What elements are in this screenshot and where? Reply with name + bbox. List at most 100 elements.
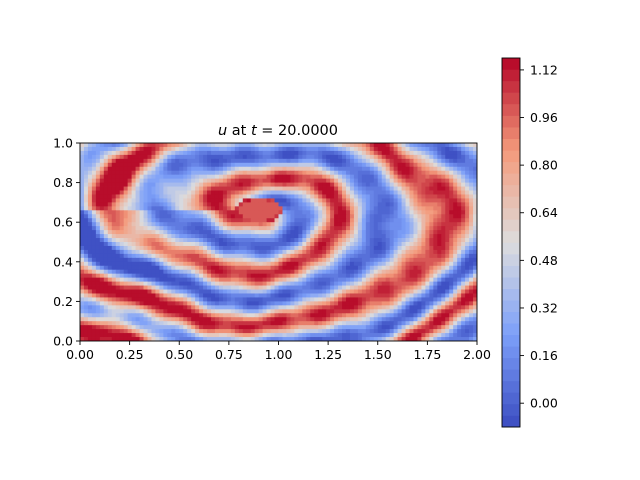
heatmap-cell — [131, 186, 136, 191]
heatmap-cell — [226, 305, 232, 310]
heatmap-cell — [389, 281, 395, 286]
heatmap-cell — [87, 226, 93, 231]
heatmap-cell — [107, 249, 113, 255]
heatmap-cell — [191, 150, 196, 156]
heatmap-cell — [127, 202, 133, 207]
heatmap-cell — [91, 285, 97, 290]
heatmap-cell — [421, 178, 426, 183]
heatmap-cell — [334, 293, 339, 298]
heatmap-cell — [361, 210, 367, 215]
heatmap-cell — [211, 285, 216, 290]
heatmap-cell — [270, 154, 275, 160]
heatmap-cell — [155, 242, 160, 247]
heatmap-cell — [95, 226, 101, 231]
heatmap-cell — [111, 218, 117, 223]
heatmap-cell — [234, 226, 240, 231]
heatmap-cell — [282, 194, 287, 199]
heatmap-cell — [389, 309, 395, 314]
heatmap-cell — [413, 190, 418, 195]
heatmap-cell — [417, 257, 422, 263]
heatmap-cell — [298, 194, 303, 199]
heatmap-cell — [437, 206, 442, 211]
heatmap-cell — [330, 174, 335, 180]
heatmap-cell — [83, 146, 89, 152]
heatmap-cell — [365, 273, 371, 279]
heatmap-cell — [330, 333, 335, 338]
heatmap-cell — [274, 186, 279, 191]
heatmap-cell — [286, 186, 291, 191]
heatmap-cell — [310, 162, 315, 168]
heatmap-cell — [365, 269, 371, 275]
heatmap-cell — [107, 158, 113, 164]
heatmap-cell — [218, 273, 224, 279]
heatmap-cell — [187, 226, 192, 231]
heatmap-cell — [195, 242, 200, 247]
heatmap-cell — [397, 269, 402, 275]
heatmap-cell — [338, 190, 343, 195]
heatmap-cell — [357, 234, 363, 239]
heatmap-cell — [246, 289, 252, 294]
heatmap-cell — [87, 317, 93, 322]
heatmap-cell — [175, 166, 180, 172]
heatmap-cell — [314, 230, 319, 235]
heatmap-cell — [246, 321, 252, 326]
heatmap-cell — [425, 261, 430, 267]
heatmap-cell — [322, 277, 327, 282]
heatmap-cell — [377, 178, 383, 183]
heatmap-cell — [338, 143, 343, 148]
heatmap-cell — [127, 230, 133, 235]
heatmap-cell — [306, 230, 311, 235]
heatmap-cell — [473, 186, 477, 191]
heatmap-cell — [123, 190, 129, 195]
heatmap-cell — [294, 317, 299, 322]
heatmap-cell — [377, 194, 383, 199]
heatmap-cell — [167, 178, 172, 183]
heatmap-cell — [318, 150, 323, 156]
heatmap-cell — [453, 210, 458, 215]
heatmap-cell — [163, 194, 168, 199]
heatmap-cell — [107, 285, 113, 290]
heatmap-cell — [397, 289, 402, 294]
heatmap-cell — [349, 234, 355, 239]
heatmap-cell — [234, 313, 240, 318]
heatmap-cell — [155, 174, 160, 180]
heatmap-cell — [214, 182, 220, 187]
heatmap-cell — [143, 285, 148, 290]
heatmap-cell — [195, 174, 200, 180]
heatmap-cell — [405, 218, 410, 223]
heatmap-cell — [409, 214, 414, 219]
heatmap-cell — [294, 198, 299, 203]
heatmap-cell — [342, 194, 347, 199]
heatmap-cell — [429, 234, 434, 239]
heatmap-cell — [441, 166, 446, 172]
heatmap-cell — [234, 202, 240, 207]
heatmap-cell — [449, 166, 454, 172]
heatmap-cell — [95, 206, 101, 211]
heatmap-cell — [318, 253, 323, 259]
heatmap-cell — [254, 226, 260, 231]
heatmap-cell — [167, 269, 172, 275]
heatmap-cell — [373, 166, 379, 172]
heatmap-cell — [290, 150, 295, 156]
heatmap-cell — [199, 253, 204, 259]
heatmap-cell — [175, 198, 180, 203]
heatmap-cell — [433, 309, 438, 314]
heatmap-cell — [405, 261, 410, 267]
heatmap-cell — [437, 301, 442, 306]
heatmap-cell — [167, 166, 172, 172]
heatmap-cell — [445, 194, 450, 199]
heatmap-cell — [449, 257, 454, 263]
heatmap-cell — [214, 238, 220, 243]
heatmap-cell — [187, 194, 192, 199]
heatmap-cell — [238, 257, 244, 263]
heatmap-cell — [214, 333, 220, 338]
heatmap-cell — [183, 206, 188, 211]
heatmap-cell — [310, 226, 315, 231]
heatmap-cell — [163, 166, 168, 172]
heatmap-cell — [159, 277, 164, 282]
heatmap-cell — [389, 162, 395, 168]
heatmap-cell — [425, 210, 430, 215]
heatmap-cell — [179, 234, 184, 239]
heatmap-cell — [187, 206, 192, 211]
heatmap-cell — [421, 257, 426, 263]
